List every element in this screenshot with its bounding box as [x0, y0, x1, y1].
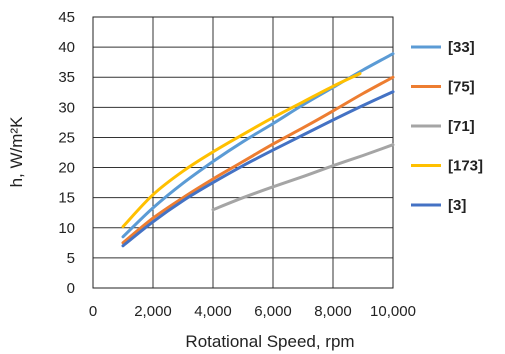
legend-label: [75] — [448, 79, 475, 96]
y-axis-tick-labels: 0 5 10 15 20 25 30 35 40 45 — [58, 9, 75, 297]
grid-lines — [92, 16, 394, 289]
series-line-3 — [121, 72, 362, 229]
x-axis-title: Rotational Speed, rpm — [185, 332, 354, 351]
y-tick-label: 25 — [58, 129, 75, 146]
legend-label: [173] — [448, 158, 483, 175]
x-tick-label: 8,000 — [314, 303, 352, 320]
y-tick-label: 30 — [58, 99, 75, 116]
legend: [33] [75] [71] [173] [3] — [411, 39, 483, 214]
x-tick-label: 4,000 — [194, 303, 232, 320]
legend-label: [3] — [448, 197, 466, 214]
x-tick-label: 10,000 — [370, 303, 416, 320]
y-tick-label: 10 — [58, 220, 75, 237]
y-tick-label: 35 — [58, 69, 75, 86]
series-line-1 — [121, 75, 395, 245]
y-tick-label: 5 — [67, 250, 75, 267]
y-tick-label: 0 — [67, 280, 75, 297]
legend-label: [33] — [448, 39, 475, 56]
x-tick-label: 6,000 — [254, 303, 292, 320]
y-tick-label: 45 — [58, 9, 75, 26]
x-tick-label: 0 — [89, 303, 97, 320]
plot-area-frame — [92, 16, 394, 289]
series-line-2 — [211, 143, 395, 212]
legend-label: [71] — [448, 118, 475, 135]
x-axis-tick-labels: 0 2,000 4,000 6,000 8,000 10,000 — [89, 303, 416, 320]
y-tick-label: 40 — [58, 39, 75, 56]
x-tick-label: 2,000 — [134, 303, 172, 320]
y-tick-label: 15 — [58, 190, 75, 207]
y-tick-label: 20 — [58, 160, 75, 177]
y-axis-title: h, W/m²K — [7, 116, 26, 187]
series-lines — [121, 52, 395, 248]
series-line-4 — [121, 90, 395, 248]
